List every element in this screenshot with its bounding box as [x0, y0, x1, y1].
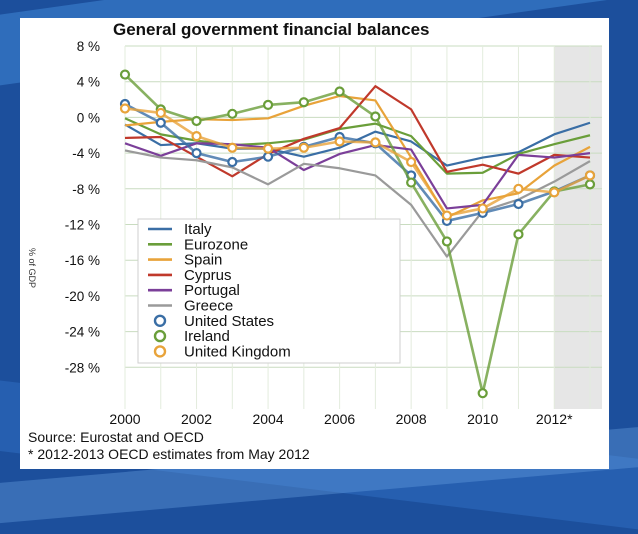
data-point [441, 236, 453, 247]
legend-label: Portugal [184, 282, 240, 299]
y-axis-ticks: 8 % 4 % 0 % -4 % -8 % -12 % -16 % -20 % -24 % -28… [65, 39, 100, 375]
y-axis-label: % of GDP [27, 248, 37, 288]
data-point [119, 103, 131, 114]
x-tick-label: 2010 [467, 411, 498, 427]
x-tick-label: 2006 [324, 411, 355, 427]
data-point [191, 131, 202, 142]
data-point [334, 136, 345, 147]
series-line-eurozone [124, 117, 591, 175]
legend-box [137, 218, 401, 364]
data-point [155, 107, 166, 119]
data-point [549, 187, 560, 198]
data-point [441, 210, 453, 221]
x-axis-ticks: 2000 2002 2004 2006 2008 2010 2012* [109, 411, 573, 427]
data-point [584, 179, 596, 190]
x-tick-label: 2002 [181, 411, 212, 427]
legend-marker [153, 314, 167, 327]
data-point [406, 156, 417, 168]
data-point [406, 177, 417, 188]
data-point [298, 97, 309, 108]
series-line-cyprus [124, 85, 591, 178]
data-point [119, 69, 131, 80]
data-point [298, 142, 309, 153]
data-point [227, 156, 238, 168]
slide-card: General government financial balances 8 … [20, 18, 609, 469]
legend: ItalyEurozoneSpainCyprusPortugalGreeceUn… [137, 218, 401, 364]
legend-marker [153, 345, 167, 358]
y-tick-label: -12 % [65, 218, 100, 233]
chart-title: General government financial balances [113, 20, 430, 39]
financial-balances-chart: General government financial balances 8 … [27, 20, 602, 462]
legend-label: Ireland [184, 328, 230, 345]
data-point [262, 99, 274, 111]
y-tick-label: -16 % [65, 253, 100, 268]
x-tick-label: 2008 [396, 411, 427, 427]
legend-label: Italy [184, 221, 212, 238]
series-line-united-states [124, 102, 591, 223]
y-tick-label: 0 % [77, 110, 100, 125]
forecast-region [554, 46, 602, 409]
y-tick-label: -24 % [65, 325, 100, 340]
series-line-greece [124, 149, 591, 258]
y-tick-label: 4 % [77, 75, 100, 90]
series-lines [119, 69, 596, 399]
y-tick-label: -4 % [72, 146, 100, 161]
series-line-portugal [124, 142, 591, 210]
data-point [513, 229, 524, 240]
legend-label: United Kingdom [184, 343, 291, 360]
y-tick-label: -28 % [65, 360, 100, 375]
series-line-united-kingdom [124, 107, 591, 217]
data-point [477, 203, 488, 214]
data-point [262, 143, 274, 154]
data-point [477, 388, 488, 399]
data-point [370, 137, 381, 148]
legend-label: United States [184, 313, 274, 330]
series-line-ireland [124, 73, 591, 395]
x-tick-label: 2000 [109, 411, 140, 427]
data-point [334, 86, 345, 97]
data-point [191, 148, 202, 159]
data-point [191, 115, 202, 127]
legend-label: Greece [184, 298, 233, 315]
estimates-note: * 2012-2013 OECD estimates from May 2012 [28, 446, 310, 462]
source-note: Source: Eurostat and OECD [28, 429, 204, 445]
data-point [227, 108, 238, 119]
legend-marker [153, 329, 167, 343]
x-tick-label: 2012* [536, 411, 573, 427]
legend-label: Spain [184, 252, 222, 269]
legend-label: Eurozone [184, 236, 248, 253]
data-point [513, 183, 524, 194]
data-point [584, 170, 596, 181]
legend-label: Cyprus [184, 267, 232, 284]
data-point [262, 151, 274, 162]
y-tick-label: 8 % [77, 39, 100, 54]
data-point [155, 117, 166, 128]
y-tick-label: -8 % [72, 182, 100, 197]
data-point [513, 198, 524, 210]
data-point [370, 111, 381, 122]
x-tick-label: 2004 [252, 411, 283, 427]
data-point [227, 142, 238, 153]
y-tick-label: -20 % [65, 289, 100, 304]
